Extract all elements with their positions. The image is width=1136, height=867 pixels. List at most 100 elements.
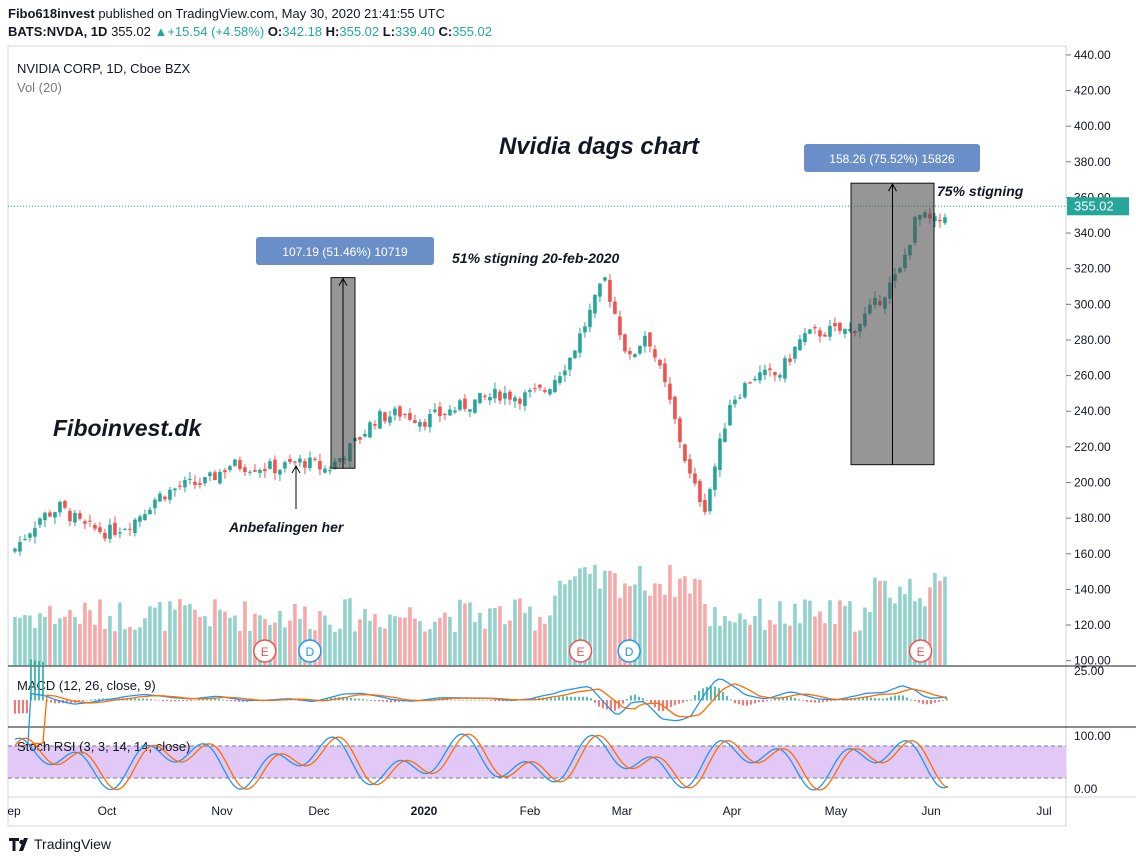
macd-histogram-bar [209, 698, 212, 701]
volume-bar [573, 576, 577, 666]
tradingview-logo-icon [9, 838, 28, 851]
dividend-marker[interactable] [298, 639, 322, 663]
macd-histogram-bar [601, 700, 604, 709]
macd-histogram-bar [545, 697, 548, 701]
candle-body [483, 395, 487, 397]
macd-histogram-bar [549, 697, 552, 701]
macd-histogram-bar [221, 699, 224, 701]
macd-histogram-bar [821, 700, 824, 703]
volume-bar [603, 570, 607, 666]
macd-histogram-bar [669, 700, 672, 708]
x-tick-label: Feb [520, 804, 541, 818]
volume-bar [783, 623, 787, 666]
macd-histogram-bar [673, 700, 676, 706]
volume-bar [198, 616, 202, 666]
candle-body [253, 470, 257, 472]
candle-body [693, 473, 697, 484]
macd-histogram-bar [593, 700, 596, 703]
volume-bar [318, 611, 322, 666]
candle-body [23, 539, 27, 541]
volume-bar [888, 597, 892, 666]
macd-histogram-bar [97, 698, 100, 701]
x-tick-label: ep [7, 804, 21, 818]
earnings-marker[interactable] [908, 639, 933, 663]
macd-histogram-bar [553, 697, 556, 701]
x-tick-label: Oct [98, 804, 117, 818]
volume-bar [73, 617, 77, 666]
macd-histogram-bar [569, 696, 572, 701]
candle-body [573, 350, 577, 359]
volume-bar [88, 610, 92, 666]
author-name[interactable]: Fibo618invest [8, 6, 95, 21]
earnings-marker[interactable] [568, 639, 593, 663]
candle-body [723, 428, 727, 443]
volume-bar [323, 615, 327, 666]
macd-histogram-bar [729, 699, 732, 701]
volume-bar [553, 595, 557, 666]
volume-bar [813, 616, 817, 666]
candle-body [943, 217, 947, 224]
macd-histogram-bar [485, 699, 488, 701]
candle-body [648, 332, 652, 347]
macd-histogram-bar [801, 700, 804, 701]
volume-bar [208, 626, 212, 666]
y-tick-label: 380.00 [1074, 155, 1111, 169]
candle-body [268, 461, 272, 469]
chart-canvas[interactable]: 440.00420.00400.00380.00360.00340.00320.… [0, 0, 1136, 830]
candle-body [208, 472, 212, 477]
macd-histogram-bar [773, 698, 776, 701]
volume-bar [738, 613, 742, 666]
macd-histogram-bar [705, 686, 708, 701]
volume-bar [688, 593, 692, 666]
candle-body [188, 478, 192, 480]
candle-body [133, 519, 137, 534]
symbol-label[interactable]: BATS:NVDA, 1D [8, 24, 108, 39]
volume-bar [848, 601, 852, 666]
volume-bar [558, 580, 562, 666]
macd-histogram-bar [353, 698, 356, 701]
candle-body [283, 462, 287, 469]
candle-body [293, 461, 297, 463]
volume-bar [223, 611, 227, 666]
candle-body [258, 470, 262, 473]
candle-body [538, 384, 542, 388]
volume-bar [648, 595, 652, 666]
candle-body [113, 522, 117, 535]
macd-histogram-bar [469, 699, 472, 701]
candle-body [468, 409, 472, 412]
macd-histogram-bar [201, 699, 204, 701]
volume-bar [538, 617, 542, 666]
volume-bar [833, 624, 837, 666]
volume-bar [893, 603, 897, 666]
volume-bar [443, 612, 447, 666]
volume-bar [103, 628, 107, 666]
volume-bar [943, 576, 947, 666]
macd-histogram-bar [665, 700, 668, 710]
candle-body [938, 219, 942, 222]
tradingview-footer[interactable]: TradingView [8, 836, 111, 852]
volume-bar [453, 631, 457, 666]
volume-bar [923, 606, 927, 666]
macd-histogram-bar [737, 700, 740, 705]
volume-bar [393, 616, 397, 666]
header-published-line: Fibo618invest published on TradingView.c… [8, 6, 445, 21]
candle-body [28, 533, 32, 538]
macd-histogram-bar [141, 698, 144, 701]
chart-annotation-title: Nvidia dags chart [499, 133, 700, 160]
volume-bar [773, 624, 777, 666]
dividend-marker[interactable] [617, 639, 641, 663]
macd-histogram-bar [429, 698, 432, 701]
volume-bar [343, 599, 347, 666]
macd-histogram-bar [945, 698, 948, 701]
open-value: 342.18 [282, 24, 323, 39]
candle-body [213, 472, 217, 481]
macd-histogram-bar [465, 699, 468, 701]
candle-body [428, 414, 432, 428]
volume-bar [548, 615, 552, 666]
candle-body [488, 396, 492, 401]
y-tick-label: 160.00 [1074, 547, 1111, 561]
macd-histogram-bar [877, 698, 880, 701]
volume-bar [798, 623, 802, 666]
macd-histogram-bar [173, 700, 176, 702]
earnings-marker[interactable] [253, 639, 277, 663]
